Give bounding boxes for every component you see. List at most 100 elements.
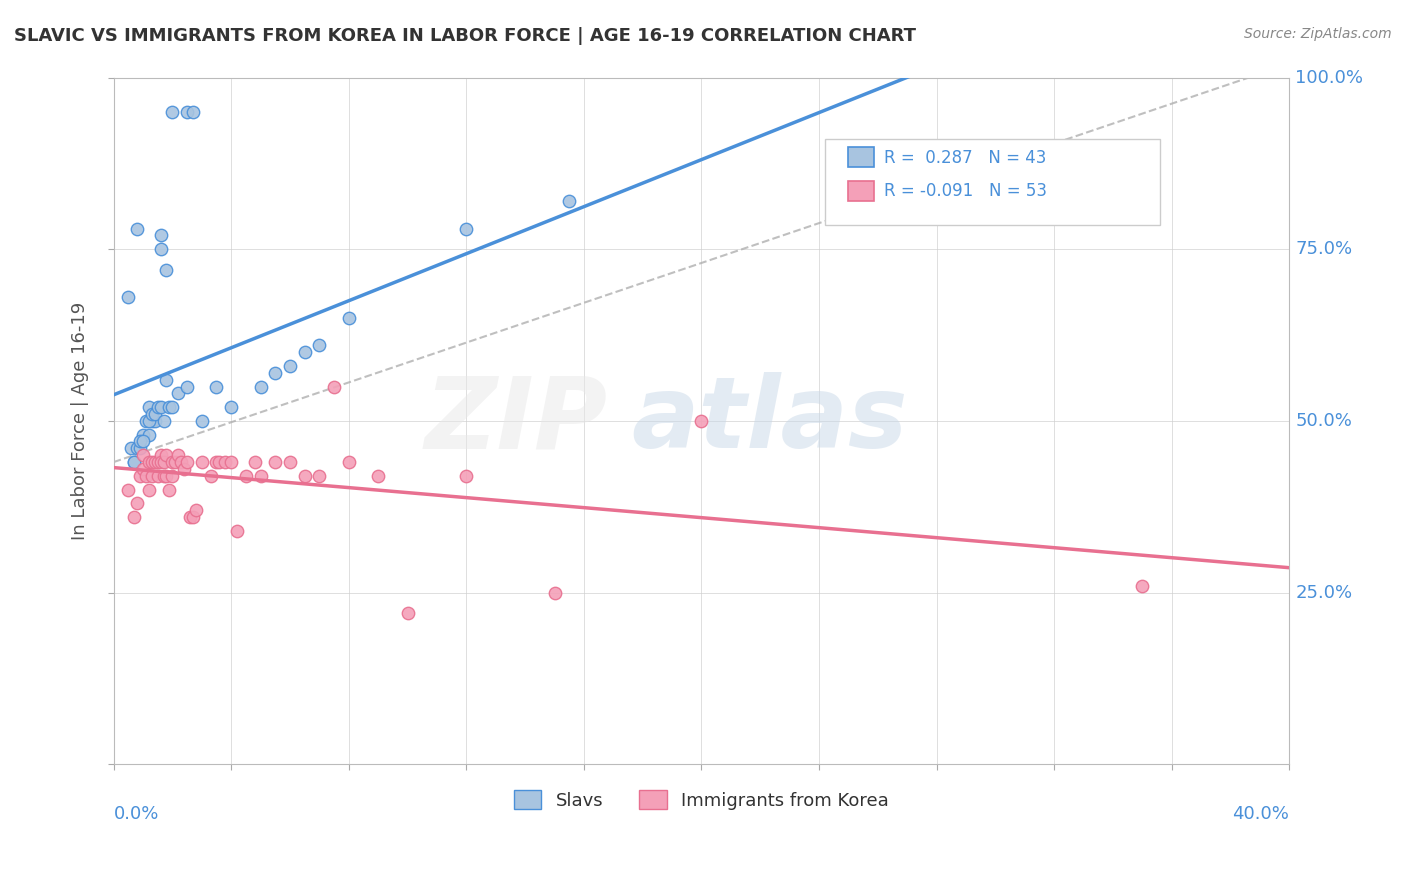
Point bbox=[558, 194, 581, 208]
Point bbox=[173, 462, 195, 476]
Point bbox=[152, 414, 174, 428]
Legend: Slavs, Immigrants from Korea: Slavs, Immigrants from Korea bbox=[508, 783, 896, 817]
Point bbox=[149, 242, 172, 256]
Point bbox=[181, 510, 204, 524]
Point bbox=[249, 379, 271, 393]
Point bbox=[125, 496, 148, 510]
Point bbox=[129, 468, 152, 483]
Point bbox=[138, 483, 160, 497]
Point bbox=[278, 455, 301, 469]
Point bbox=[308, 468, 330, 483]
Point bbox=[149, 228, 172, 243]
Point bbox=[264, 455, 287, 469]
Point bbox=[214, 455, 236, 469]
Point bbox=[155, 448, 177, 462]
Point bbox=[138, 455, 160, 469]
Point bbox=[143, 414, 166, 428]
Point bbox=[308, 338, 330, 352]
Point bbox=[146, 468, 169, 483]
Point bbox=[162, 400, 184, 414]
Point bbox=[294, 468, 316, 483]
Point bbox=[690, 414, 713, 428]
Y-axis label: In Labor Force | Age 16-19: In Labor Force | Age 16-19 bbox=[72, 301, 89, 540]
Point bbox=[141, 407, 163, 421]
Point bbox=[208, 455, 231, 469]
Point bbox=[396, 606, 419, 620]
Point bbox=[205, 379, 228, 393]
Point bbox=[141, 455, 163, 469]
Point bbox=[190, 455, 212, 469]
FancyBboxPatch shape bbox=[848, 147, 875, 167]
Point bbox=[129, 442, 152, 456]
Text: 25.0%: 25.0% bbox=[1295, 583, 1353, 601]
Text: 75.0%: 75.0% bbox=[1295, 240, 1353, 258]
Point bbox=[122, 510, 145, 524]
Text: SLAVIC VS IMMIGRANTS FROM KOREA IN LABOR FORCE | AGE 16-19 CORRELATION CHART: SLAVIC VS IMMIGRANTS FROM KOREA IN LABOR… bbox=[14, 27, 917, 45]
Point bbox=[456, 221, 478, 235]
Point bbox=[152, 455, 174, 469]
Point bbox=[243, 455, 266, 469]
Point bbox=[120, 442, 142, 456]
Point bbox=[176, 379, 198, 393]
Point bbox=[143, 455, 166, 469]
Point bbox=[235, 468, 257, 483]
Text: R = -0.091   N = 53: R = -0.091 N = 53 bbox=[884, 182, 1046, 200]
Point bbox=[162, 468, 184, 483]
Point bbox=[162, 455, 184, 469]
Point bbox=[146, 455, 169, 469]
Point bbox=[146, 400, 169, 414]
Point bbox=[1132, 579, 1154, 593]
Point bbox=[155, 262, 177, 277]
Text: ZIP: ZIP bbox=[425, 372, 607, 469]
Point bbox=[155, 468, 177, 483]
Point bbox=[179, 510, 201, 524]
Point bbox=[157, 483, 180, 497]
Point bbox=[176, 455, 198, 469]
Point bbox=[138, 427, 160, 442]
Point bbox=[456, 468, 478, 483]
Point bbox=[226, 524, 249, 538]
Text: 0.0%: 0.0% bbox=[114, 805, 159, 823]
Text: 40.0%: 40.0% bbox=[1233, 805, 1289, 823]
Point bbox=[149, 448, 172, 462]
Point bbox=[132, 448, 155, 462]
Point bbox=[125, 442, 148, 456]
Point bbox=[125, 221, 148, 235]
Point bbox=[167, 386, 190, 401]
Point bbox=[117, 290, 139, 304]
Point bbox=[141, 468, 163, 483]
Point bbox=[337, 310, 360, 325]
Point bbox=[264, 366, 287, 380]
Point bbox=[149, 400, 172, 414]
Point bbox=[122, 455, 145, 469]
Text: R =  0.287   N = 43: R = 0.287 N = 43 bbox=[884, 149, 1046, 167]
Point bbox=[132, 434, 155, 449]
Point bbox=[543, 585, 565, 599]
Point bbox=[152, 468, 174, 483]
Point bbox=[219, 455, 242, 469]
Point bbox=[117, 483, 139, 497]
Point bbox=[294, 345, 316, 359]
Point bbox=[149, 455, 172, 469]
Point bbox=[135, 468, 157, 483]
Point bbox=[165, 455, 187, 469]
Point bbox=[200, 468, 222, 483]
Text: 100.0%: 100.0% bbox=[1295, 69, 1364, 87]
Point bbox=[157, 400, 180, 414]
Text: 50.0%: 50.0% bbox=[1295, 412, 1353, 430]
Point bbox=[143, 407, 166, 421]
Point bbox=[323, 379, 346, 393]
Point bbox=[132, 427, 155, 442]
Point bbox=[278, 359, 301, 373]
Point bbox=[141, 414, 163, 428]
Point bbox=[129, 434, 152, 449]
Point bbox=[122, 455, 145, 469]
Point bbox=[219, 400, 242, 414]
Point bbox=[132, 462, 155, 476]
FancyBboxPatch shape bbox=[825, 139, 1160, 225]
Point bbox=[176, 104, 198, 119]
Point bbox=[167, 448, 190, 462]
Point bbox=[190, 414, 212, 428]
Point bbox=[181, 104, 204, 119]
Point bbox=[138, 400, 160, 414]
